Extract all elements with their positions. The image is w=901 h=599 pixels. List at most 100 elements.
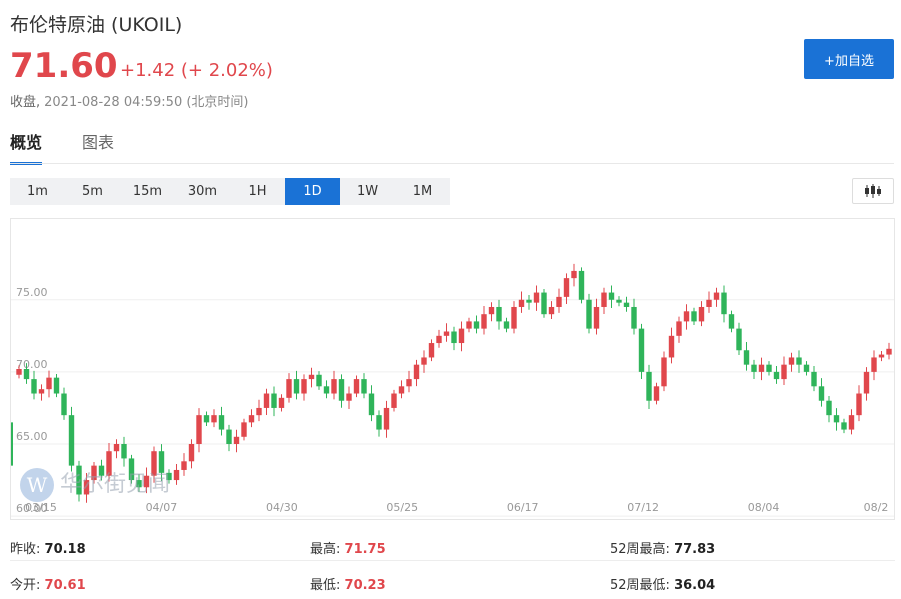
quote-timestamp: 2021-08-28 04:59:50 (北京时间) [44, 95, 249, 110]
candle [518, 291, 525, 313]
candle-body [481, 314, 487, 329]
quote-stats: 昨收: 70.18 最高: 71.75 52周最高: 77.83 今开: 70.… [10, 532, 895, 597]
candle-body [533, 292, 540, 303]
period-5m[interactable]: 5m [82, 184, 103, 199]
candle [533, 285, 540, 311]
candle-body [601, 292, 607, 307]
candle-body [121, 444, 127, 459]
candle [886, 342, 892, 360]
x-tick-label: 04/07 [146, 501, 178, 514]
candle [68, 406, 75, 472]
candle-body [196, 415, 202, 444]
x-tick-label: 06/17 [507, 501, 539, 514]
candle [241, 418, 247, 441]
tab-chart[interactable]: 图表 [82, 133, 115, 152]
candle [758, 357, 765, 381]
candle-body [421, 357, 427, 365]
candle-body [856, 393, 862, 416]
candle-body [488, 306, 495, 315]
candle [601, 287, 607, 315]
stat-label: 昨收: [10, 542, 41, 557]
candle [481, 305, 487, 335]
candle [203, 411, 210, 426]
candle-body [136, 480, 142, 488]
stat-value: 36.04 [674, 578, 716, 593]
candle-body [728, 314, 735, 329]
candle-body [826, 400, 832, 416]
candle [721, 285, 727, 323]
stat-label: 52周最高: [610, 542, 670, 557]
candle-body [23, 369, 30, 380]
candle [691, 307, 697, 326]
candle [473, 315, 480, 334]
candle-body [398, 386, 405, 394]
candle-body [181, 461, 187, 470]
candle-body [211, 415, 217, 423]
candle-body [691, 311, 697, 322]
add-to-watchlist-button[interactable]: +加自选 [804, 39, 894, 79]
candle [556, 288, 562, 313]
status-label: 收盘, [10, 95, 41, 110]
candle-body [128, 458, 135, 481]
stat-label: 52周最低: [610, 578, 670, 593]
candle [856, 385, 862, 422]
candle-body [848, 415, 855, 430]
period-1d[interactable]: 1D [285, 178, 340, 205]
candle [803, 361, 810, 376]
candle [833, 408, 840, 431]
period-15m[interactable]: 15m [132, 184, 163, 199]
candle [676, 316, 682, 343]
period-1h[interactable]: 1H [248, 184, 267, 199]
candle [173, 464, 180, 485]
candle [286, 373, 292, 403]
period-1m[interactable]: 1m [27, 184, 48, 199]
stat-low: 最低: 70.23 [310, 574, 386, 593]
candle-body [668, 335, 675, 358]
candle-body [586, 299, 592, 329]
chart-type-button[interactable] [852, 178, 894, 204]
candle-body [766, 364, 772, 372]
candle [181, 453, 187, 476]
candle [128, 454, 135, 484]
candle [83, 472, 90, 503]
candle [301, 374, 307, 401]
candle-body [698, 306, 705, 322]
stat-value: 70.61 [44, 578, 86, 593]
candle [578, 267, 585, 304]
stat-prev-close: 昨收: 70.18 [10, 538, 86, 557]
candle-body [271, 393, 277, 408]
price-change: +1.42 (+ 2.02%) [120, 60, 273, 81]
candle-body [226, 429, 232, 444]
candle-body [736, 328, 742, 351]
stat-52w-high: 52周最高: 77.83 [610, 538, 715, 557]
candle-body [466, 321, 472, 329]
candle [406, 370, 412, 393]
candle-body [548, 306, 555, 315]
candle-body [803, 364, 810, 372]
period-1w[interactable]: 1W [356, 184, 379, 199]
candle-body [571, 270, 577, 279]
candle-body [38, 389, 45, 394]
candle [781, 356, 787, 386]
candle-body [293, 379, 300, 394]
period-30m[interactable]: 30m [187, 184, 218, 199]
candle [841, 418, 847, 434]
candle [166, 469, 172, 484]
candle-body [323, 386, 330, 394]
price-chart[interactable]: 75.00 70.00 65.00 60.00 03/15 04/07 04/30 05/25… [10, 218, 895, 520]
candle [818, 378, 825, 407]
period-1mo[interactable]: 1M [412, 184, 433, 199]
candle [413, 359, 420, 387]
candle [278, 394, 285, 412]
candle-body [781, 364, 787, 380]
candle [113, 439, 120, 459]
candle-body [796, 357, 802, 365]
candle-body [608, 292, 615, 300]
y-tick-label: 65.00 [16, 430, 48, 443]
candle-body [713, 292, 720, 300]
tab-overview[interactable]: 概览 [10, 130, 43, 165]
candle [458, 321, 465, 352]
x-tick-label: 03/15 [25, 501, 57, 514]
candle [796, 350, 802, 373]
